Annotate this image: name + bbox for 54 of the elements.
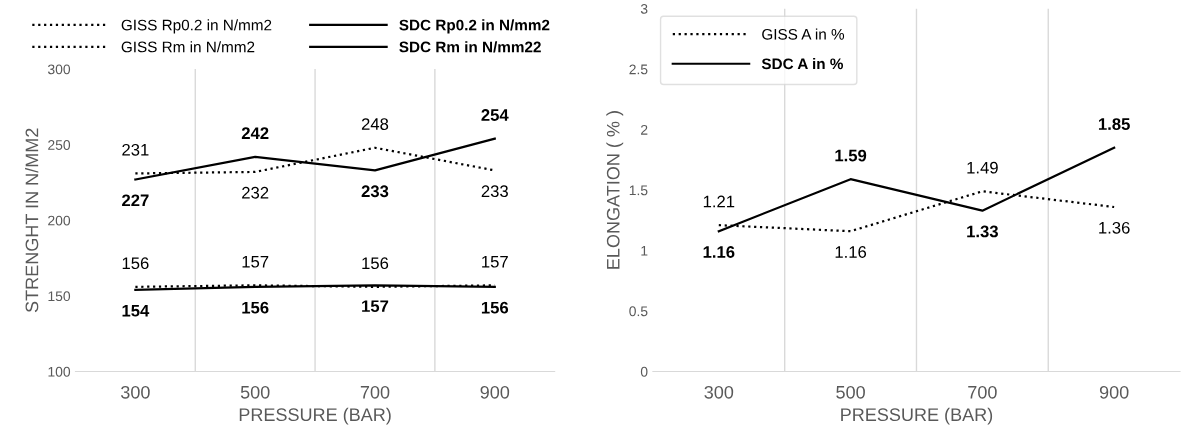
y-tick-label: 1.5 <box>629 185 648 196</box>
y-axis-title: STRENGHT IN N/MM2 <box>25 128 39 313</box>
legend-label: SDC A in % <box>761 58 844 70</box>
data-label: 156 <box>481 301 509 314</box>
data-label: 156 <box>122 257 149 270</box>
data-label: 232 <box>242 186 269 199</box>
data-label: 242 <box>241 127 269 139</box>
x-tick-label: 500 <box>240 385 270 399</box>
data-label: 156 <box>242 301 269 314</box>
y-tick-label: 0 <box>640 366 648 377</box>
legend-label: SDC Rm in N/mm22 <box>399 41 541 53</box>
x-tick-label: 900 <box>480 385 510 399</box>
x-tick-label: 500 <box>836 385 865 399</box>
data-label: 1.16 <box>835 246 867 258</box>
x-tick-label: 900 <box>1099 385 1129 399</box>
data-label: 157 <box>362 300 389 313</box>
legend-label: GISS A in % <box>762 28 845 40</box>
y-tick-label: 200 <box>48 215 71 226</box>
data-label: 227 <box>122 194 149 207</box>
data-label: 233 <box>481 185 508 198</box>
data-label: 1.21 <box>703 195 735 208</box>
data-label: 231 <box>122 143 149 156</box>
x-tick-label: 300 <box>121 385 150 399</box>
data-label: 1.85 <box>1098 118 1130 130</box>
x-tick-label: 300 <box>704 385 734 399</box>
y-tick-label: 2 <box>641 124 648 135</box>
data-label: 1.49 <box>967 161 998 174</box>
data-label: 1.59 <box>835 149 867 162</box>
y-tick-label: 100 <box>48 366 71 377</box>
data-label: 157 <box>482 255 508 268</box>
y-tick-label: 250 <box>48 140 71 150</box>
y-axis-title: ELONGATION ( % ) <box>606 111 624 269</box>
data-label: 254 <box>481 109 509 121</box>
y-tick-label: 0.5 <box>629 306 648 317</box>
x-axis-title: PRESSURE (BAR) <box>239 407 391 425</box>
data-label: 1.16 <box>703 246 735 258</box>
legend-label: GISS Rm in N/mm2 <box>121 41 255 53</box>
data-label: 1.33 <box>967 225 998 238</box>
data-label: 248 <box>361 118 389 130</box>
x-tick-label: 700 <box>968 385 997 399</box>
x-tick-label: 700 <box>360 385 390 399</box>
y-tick-label: 300 <box>47 64 71 75</box>
data-label: 154 <box>122 304 150 317</box>
data-label: 157 <box>242 255 269 268</box>
legend-label: GISS Rp0.2 in N/mm2 <box>121 19 272 34</box>
data-label: 233 <box>361 185 389 198</box>
data-label: 1.36 <box>1099 221 1130 234</box>
y-tick-label: 3 <box>640 3 648 14</box>
x-axis-title: PRESSURE (BAR) <box>841 407 993 425</box>
data-label: 156 <box>362 257 389 270</box>
legend-label: SDC Rp0.2 in N/mm2 <box>399 19 550 34</box>
y-tick-label: 2.5 <box>629 64 648 75</box>
y-tick-label: 1 <box>641 246 648 256</box>
y-tick-label: 150 <box>48 291 71 302</box>
